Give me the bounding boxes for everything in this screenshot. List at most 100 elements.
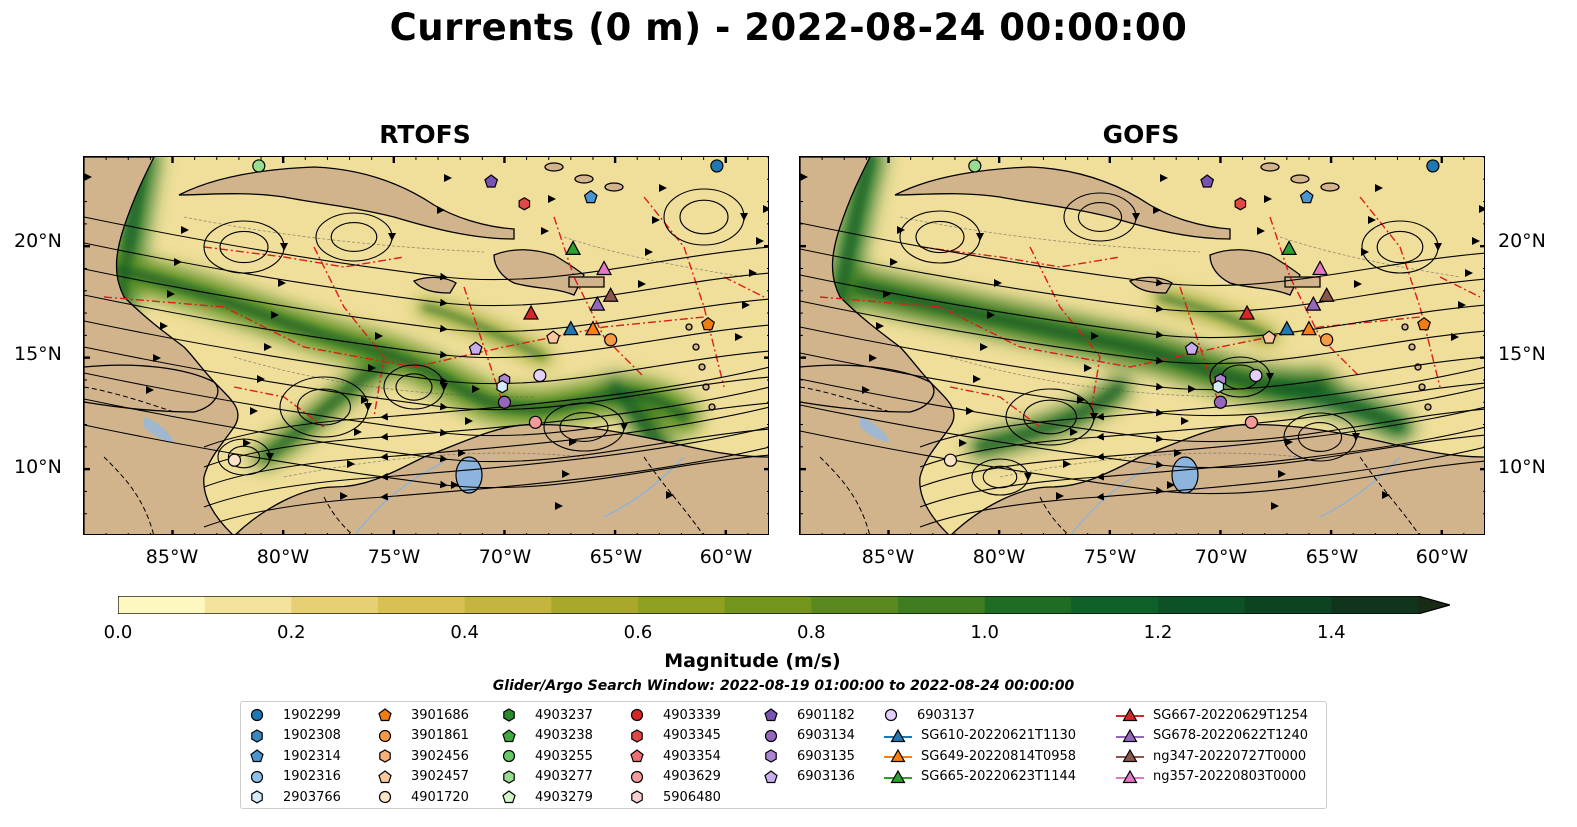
legend-entry-label: 2903766 (283, 789, 341, 805)
x-tick-label-left: 60°W (699, 546, 753, 568)
rivers (354, 456, 685, 534)
streamline-arrow (1278, 470, 1286, 478)
circle-icon (378, 729, 392, 742)
legend-entry-label: 4901720 (411, 789, 469, 805)
streamline (800, 274, 1484, 339)
float-4903345-marker (1234, 197, 1247, 211)
glider-SG649-marker (1300, 320, 1317, 336)
float-3901686-marker (701, 316, 715, 331)
streamline-arrow (354, 428, 362, 436)
colorbar-segment (378, 596, 466, 614)
streamline-arrow (1352, 433, 1360, 441)
hexagon-icon (379, 749, 391, 763)
eddy-streamline (297, 388, 351, 426)
streamline-arrow (364, 403, 372, 411)
float-6903137-marker (1249, 368, 1263, 383)
streamline-arrow (347, 460, 355, 468)
colorbar-segment (984, 596, 1072, 614)
pentagon-icon (502, 790, 516, 804)
panel-title-gofs: GOFS (1102, 120, 1180, 149)
streamline-arrow (437, 206, 445, 214)
x-tick-label-right: 70°W (1194, 546, 1248, 568)
hexagon-icon (251, 790, 263, 804)
streamline-arrow (444, 174, 452, 182)
legend-entry-label: SG667-20220629T1254 (1153, 707, 1309, 723)
eddy-streamline (559, 412, 609, 442)
colorbar-tick-label: 0.0 (103, 622, 133, 643)
streamline-arrow (278, 279, 286, 287)
legend-entry-label: SG610-20220621T1130 (921, 728, 1077, 743)
streamline-arrow (266, 453, 274, 461)
hexagon-icon (765, 749, 777, 763)
colorbar-tick-label: 0.2 (277, 622, 306, 643)
streamline-arrow (973, 375, 981, 383)
eddy-streamline (219, 230, 269, 264)
glider-SG665-marker (1281, 240, 1298, 256)
current-jet-core (422, 305, 546, 359)
streamline-arrow (620, 423, 628, 431)
float-1902314-marker (1299, 189, 1314, 204)
streamline-arrow (652, 216, 660, 224)
streamline (800, 300, 1484, 365)
streamline-arrow (1368, 216, 1376, 224)
streamline (84, 320, 768, 385)
legend-entry: 4903277 (501, 767, 593, 787)
colorbar-segment (1071, 596, 1159, 614)
streamline-arrow (976, 233, 984, 241)
legend-entry-label: 3902456 (411, 748, 469, 764)
legend-entry-label: 4903629 (663, 769, 721, 784)
legend-entry: 1902299 (249, 705, 341, 725)
x-tick-label-left: 80°W (256, 546, 310, 568)
legend-entry: 4903279 (501, 787, 593, 807)
current-jet-core (977, 384, 1123, 450)
streamline-arrow (763, 205, 768, 213)
streamline-arrow (153, 354, 161, 362)
circle-icon (250, 770, 264, 783)
legend-entry: 6903135 (763, 746, 855, 766)
colorbar-segment (551, 596, 639, 614)
streamline-arrow (257, 375, 265, 383)
streamline-arrow (1434, 243, 1442, 251)
streamline (919, 406, 1484, 488)
float-6903134-marker (1213, 395, 1228, 409)
pentagon-icon (764, 769, 778, 783)
streamline-arrow (987, 311, 995, 319)
legend-entry-label: 6903135 (797, 748, 855, 764)
colorbar-segment (898, 596, 986, 614)
legend-entry: SG665-20220623T1144 (883, 767, 1076, 787)
streamline-arrow (1132, 213, 1140, 221)
glider-SG610-marker (562, 320, 579, 336)
colorbar-segment (204, 596, 292, 614)
lake-nicaragua (860, 417, 890, 442)
streamline-arrow (264, 343, 272, 351)
map-panel-gofs (799, 156, 1485, 535)
legend-entry-label: 6903137 (917, 707, 975, 723)
legend-entry: 4901720 (377, 787, 469, 807)
streamline-arrow (181, 226, 189, 234)
legend-entry-label: 1902316 (283, 769, 341, 784)
streamline-arrow (340, 492, 348, 500)
streamline-arrow (368, 364, 376, 372)
streamline (800, 248, 1484, 313)
legend-entry: 3902456 (377, 746, 469, 766)
streamline-arrow (742, 301, 750, 309)
colorbar-tick-label: 1.4 (1317, 622, 1346, 643)
triangle-line-icon (1116, 769, 1144, 783)
legend-entry-label: 4903339 (663, 707, 721, 723)
glider-ng357-marker (596, 260, 613, 276)
glider-SG667-marker (523, 304, 540, 320)
legend-entry: 2903766 (249, 787, 341, 807)
streamline-arrow (959, 439, 967, 447)
streamline (919, 386, 1484, 468)
lake-maracaibo (1171, 456, 1199, 494)
streamline-arrow (160, 322, 168, 330)
colorbar-label: Magnitude (m/s) (664, 650, 841, 672)
streamline (84, 346, 768, 411)
x-tick-label-right: 65°W (1305, 546, 1359, 568)
streamline-arrow (1271, 502, 1279, 510)
streamline-arrow (994, 279, 1002, 287)
float-4903345-marker (518, 197, 531, 211)
colorbar-tick-label: 0.8 (797, 622, 826, 643)
streamline-arrow (666, 491, 674, 499)
colorbar-segment (638, 596, 726, 614)
